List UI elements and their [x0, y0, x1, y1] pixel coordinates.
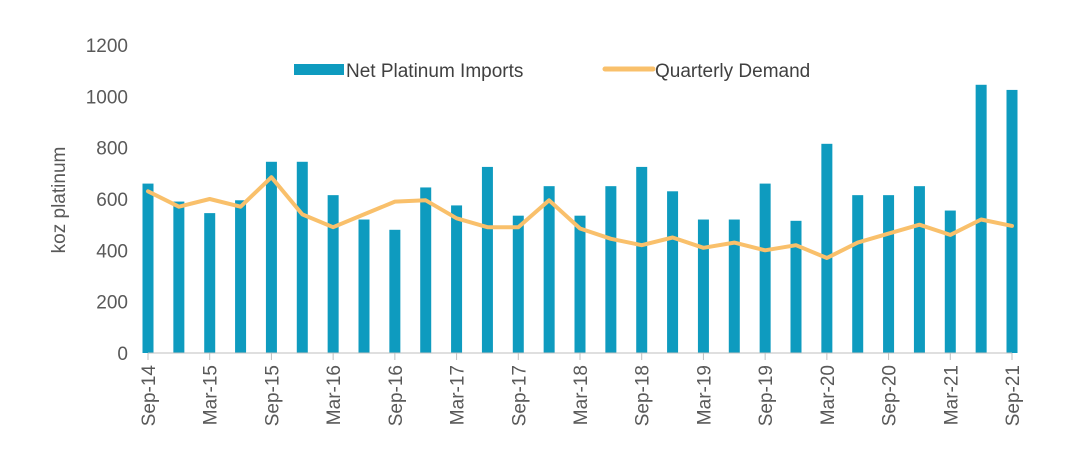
- legend-item-net-platinum-imports: Net Platinum Imports: [294, 61, 523, 82]
- bar: [142, 183, 154, 353]
- bar: [852, 195, 864, 353]
- x-tick-label: Mar-20: [818, 365, 839, 425]
- bar: [512, 215, 524, 353]
- bar: [574, 215, 586, 353]
- bar: [543, 186, 555, 353]
- bar: [883, 195, 895, 353]
- bar: [327, 195, 339, 353]
- y-axis-title: koz platinum: [49, 147, 70, 254]
- y-tick-label: 400: [96, 241, 128, 262]
- bar: [821, 143, 833, 353]
- x-tick-label: Sep-19: [756, 365, 777, 426]
- bar: [420, 187, 432, 353]
- bar: [204, 213, 216, 353]
- x-tick-label: Sep-17: [509, 365, 530, 426]
- bar: [667, 191, 679, 353]
- x-tick-label: Mar-15: [201, 365, 222, 425]
- bar: [636, 166, 648, 353]
- bar: [451, 205, 463, 353]
- bar: [697, 219, 709, 353]
- quarterly-demand-line: [146, 175, 1014, 260]
- x-tick-label: Sep-18: [633, 365, 654, 426]
- x-tick-label: Mar-18: [571, 365, 592, 425]
- x-tick-label: Sep-16: [386, 365, 407, 426]
- x-tick-label: Sep-21: [1003, 365, 1024, 426]
- x-tick-label: Sep-15: [262, 365, 283, 426]
- x-tick-label: Sep-14: [139, 365, 160, 427]
- bar: [728, 219, 740, 353]
- y-tick-label: 600: [96, 190, 128, 211]
- axes: [147, 352, 1013, 360]
- x-tick-label: Mar-19: [694, 365, 715, 425]
- y-tick-label: 200: [96, 293, 128, 314]
- legend: Net Platinum Imports Quarterly Demand: [294, 61, 810, 82]
- y-tick-label: 800: [96, 139, 128, 160]
- bar: [790, 220, 802, 353]
- bar: [235, 200, 247, 353]
- bar: [1006, 89, 1018, 354]
- y-tick-label: 0: [117, 344, 128, 365]
- legend-label-quarterly-demand: Quarterly Demand: [655, 61, 810, 82]
- legend-item-quarterly-demand: Quarterly Demand: [602, 61, 810, 82]
- bar: [389, 229, 401, 353]
- bar: [913, 186, 925, 353]
- legend-label-net-platinum-imports: Net Platinum Imports: [346, 61, 523, 82]
- x-axis-ticks: Sep-14 Mar-15 Sep-15 Mar-16 Sep-16 Mar-17 Sep-…: [139, 365, 1024, 427]
- bar: [296, 161, 308, 353]
- bar: [358, 219, 370, 353]
- bar-series: [142, 84, 1018, 354]
- bar: [265, 161, 277, 353]
- x-tick-label: Mar-16: [324, 365, 345, 425]
- legend-swatch-bar: [294, 64, 344, 75]
- bar: [605, 186, 617, 353]
- y-axis-ticks: 0 200 400 600 800 1000 1200: [86, 36, 128, 365]
- bar: [481, 166, 493, 353]
- bar: [759, 183, 771, 353]
- y-tick-label: 1200: [86, 36, 128, 57]
- bar: [173, 201, 185, 353]
- x-tick-label: Sep-20: [880, 365, 901, 426]
- line-series: [146, 175, 1014, 260]
- y-tick-label: 1000: [86, 87, 128, 108]
- x-tick-label: Mar-17: [448, 365, 469, 425]
- bar: [944, 210, 956, 353]
- x-tick-label: Mar-21: [941, 365, 962, 425]
